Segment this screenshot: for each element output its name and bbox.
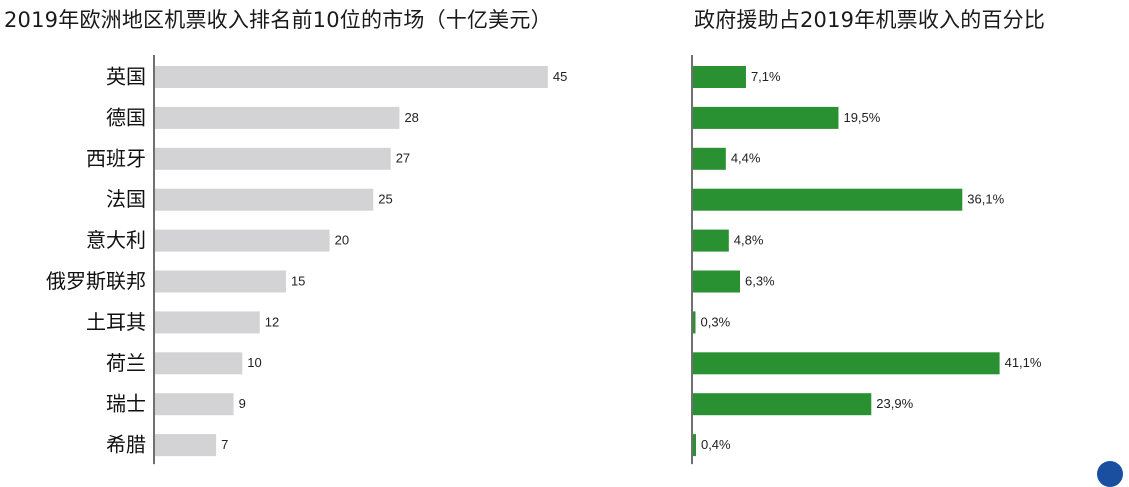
chart-1-bar xyxy=(693,106,839,129)
chart-1-bar xyxy=(693,352,1000,375)
chart-1-bar xyxy=(693,311,696,334)
chart-1-data-label: 4,4% xyxy=(731,151,761,166)
chart-0-bar xyxy=(155,188,374,211)
chart-title-revenue: 2019年欧洲地区机票收入排名前10位的市场（十亿美元） xyxy=(4,8,552,32)
chart-1-data-label: 0,3% xyxy=(701,314,731,329)
chart-0-data-label: 15 xyxy=(291,273,305,288)
chart-0-bar xyxy=(155,393,234,416)
chart-0-bar xyxy=(155,311,260,334)
chart-0-category-label: 法国 xyxy=(106,187,146,211)
chart-0-category-label: 荷兰 xyxy=(106,351,146,375)
chart-1-bar xyxy=(693,393,872,416)
chart-1-bar xyxy=(693,188,963,211)
chart-0-bar xyxy=(155,352,243,375)
chart-1-data-label: 41,1% xyxy=(1005,355,1042,370)
chart-0-bar xyxy=(155,106,400,129)
chart-0-category-label: 德国 xyxy=(106,105,146,129)
chart-0-data-label: 28 xyxy=(404,110,418,125)
chart-1-data-label: 6,3% xyxy=(745,273,775,288)
globe-icon xyxy=(1097,461,1123,487)
chart-1-bar xyxy=(693,434,696,457)
chart-1-data-label: 19,5% xyxy=(843,110,880,125)
chart-0-data-label: 20 xyxy=(335,233,349,248)
chart-1-data-label: 0,4% xyxy=(701,437,731,452)
chart-0-category-label: 西班牙 xyxy=(86,146,146,170)
chart-1-bar xyxy=(693,229,729,252)
chart-1-data-label: 4,8% xyxy=(734,233,764,248)
chart-0-bar xyxy=(155,434,217,457)
chart-1-bar xyxy=(693,147,726,170)
chart-0-data-label: 25 xyxy=(378,192,392,207)
chart-1-bar xyxy=(693,66,746,88)
chart-0-bar xyxy=(155,229,330,252)
chart-0-data-label: 9 xyxy=(239,396,246,411)
chart-0-category-label: 瑞士 xyxy=(106,392,146,416)
chart-0-bar xyxy=(155,66,548,88)
chart-0-data-label: 12 xyxy=(265,314,279,329)
chart-0-bar xyxy=(155,270,286,293)
chart-1-data-label: 23,9% xyxy=(876,396,913,411)
chart-0-category-label: 俄罗斯联邦 xyxy=(46,269,146,293)
chart-0-category-label: 意大利 xyxy=(86,228,146,252)
chart-1-bar xyxy=(693,270,740,293)
chart-0-category-label: 土耳其 xyxy=(86,310,146,334)
chart-0-category-label: 英国 xyxy=(106,65,146,89)
chart-0-data-label: 7 xyxy=(221,437,228,452)
chart-0-data-label: 10 xyxy=(247,355,261,370)
chart-1-data-label: 36,1% xyxy=(967,192,1004,207)
charts-canvas: 45 英国 28 德国 27 西班牙 25 法国 20 意大利 15 俄罗斯联邦 12 土耳其 10 荷兰 9 瑞… xyxy=(46,55,1042,465)
chart-0-data-label: 45 xyxy=(553,69,567,84)
chart-0-category-label: 希腊 xyxy=(106,433,146,457)
chart-0-data-label: 27 xyxy=(396,151,410,166)
chart-1-data-label: 7,1% xyxy=(751,69,781,84)
chart-0-bar xyxy=(155,147,391,170)
chart-title-aid-share: 政府援助占2019年机票收入的百分比 xyxy=(694,8,1046,32)
